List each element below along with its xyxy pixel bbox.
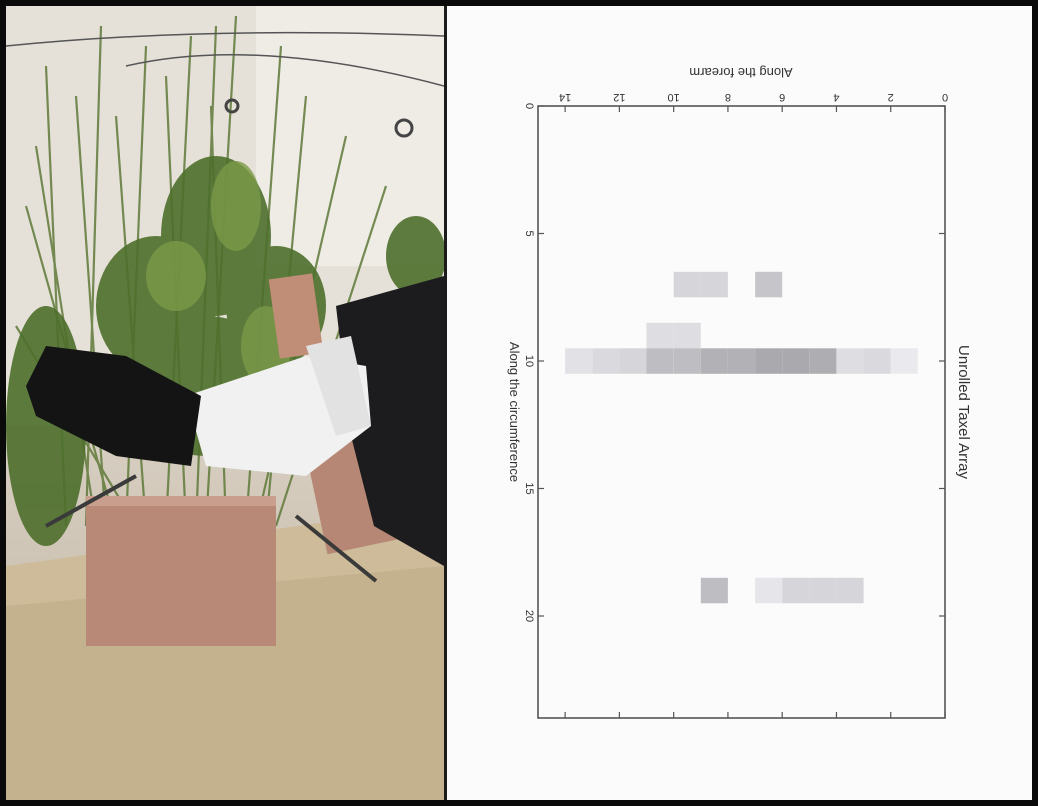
heatmap-cell: [565, 348, 593, 374]
forearm-tick-label: 10: [668, 91, 680, 103]
heatmap-cell: [673, 322, 701, 349]
heatmap-cell: [782, 348, 810, 374]
heatmap-cell: [809, 577, 837, 604]
circumference-tick-label: 20: [523, 610, 535, 622]
forearm-tick-label: 14: [559, 91, 571, 103]
plot-axes-box: [537, 105, 946, 719]
forearm-tick-label: 6: [779, 91, 785, 103]
circumference-tick-label: 10: [523, 355, 535, 367]
circumference-tick-label: 15: [523, 482, 535, 494]
chart-title: Unrolled Taxel Array: [955, 345, 972, 479]
heatmap-cell: [755, 577, 783, 604]
heatmap-cell: [836, 577, 864, 604]
heatmap-cell: [727, 348, 755, 374]
axis-ticks: [538, 105, 946, 718]
x-axis-label: Along the circumference: [507, 342, 522, 482]
heatmap-cell: [700, 348, 728, 374]
heatmap-cell: [673, 348, 701, 374]
heatmap-panel: 0 5 10 15 20 0 2 4 6 8 10 12 14 Along the circumfere…: [447, 6, 1032, 800]
heatmap-chart: 0 5 10 15 20 0 2 4 6 8 10 12 14 Along the circumfere…: [507, 65, 972, 719]
heatmap-cell: [646, 348, 674, 374]
heatmap-cell: [836, 348, 864, 374]
heatmap-cell: [700, 271, 728, 298]
tick-labels: 0 5 10 15 20 0 2 4 6 8 10 12 14: [523, 91, 948, 622]
forearm-tick-label: 8: [725, 91, 731, 103]
forearm-tick-label: 12: [613, 91, 625, 103]
heatmap-cell: [755, 348, 783, 374]
heatmap-cell: [700, 577, 728, 604]
robot-arm-photo: [6, 6, 444, 800]
forearm-tick-label: 4: [833, 91, 839, 103]
heatmap-cell: [592, 348, 620, 374]
heatmap-cell: [673, 271, 701, 298]
circumference-tick-label: 5: [523, 230, 535, 236]
forearm-tick-label: 0: [942, 91, 948, 103]
y-axis-label: Along the forearm: [689, 65, 792, 80]
circumference-tick-label: 0: [523, 103, 535, 109]
heatmap-cell: [782, 577, 810, 604]
photo-illustration: [6, 6, 444, 800]
heatmap-cell: [890, 348, 918, 374]
forearm-tick-label: 2: [888, 91, 894, 103]
heatmap-cell: [809, 348, 837, 374]
heatmap-cell: [755, 271, 783, 298]
heatmap-cell: [619, 348, 647, 374]
panel-divider: [444, 6, 447, 800]
heatmap-cells: [565, 271, 918, 604]
heatmap-cell: [646, 322, 674, 349]
heatmap-cell: [863, 348, 891, 374]
